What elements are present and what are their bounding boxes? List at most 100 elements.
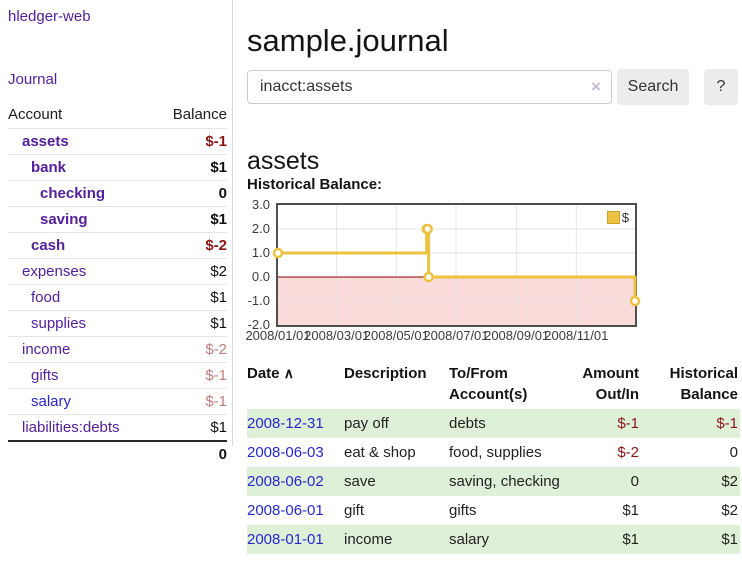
x-tick-label: 2008/07/01 [423, 328, 489, 343]
accounts-total-balance: 0 [218, 446, 227, 463]
account-balance: $-2 [205, 341, 227, 358]
register-header-date[interactable]: Date ∧ [247, 365, 294, 382]
account-balance: $1 [210, 289, 227, 306]
x-tick-label: 2008/03/01 [304, 328, 370, 343]
x-tick-label: 2008/09/01 [484, 328, 550, 343]
historical-balance-chart: $ [272, 203, 641, 327]
account-balance: $-1 [205, 367, 227, 384]
account-link[interactable]: checking [40, 185, 106, 202]
account-row: expenses $2 [8, 258, 227, 285]
transaction-date-link[interactable]: 2008-12-31 [247, 415, 324, 432]
account-row: bank $1 [8, 154, 227, 181]
account-link[interactable]: saving [40, 211, 88, 228]
chart-y-axis: 3.0 2.0 1.0 0.0 -1.0 -2.0 [234, 197, 272, 332]
account-balance: $1 [210, 315, 227, 332]
account-row: assets $-1 [8, 128, 227, 155]
y-tick-label: -1.0 [247, 293, 270, 308]
chart-title: Historical Balance: [247, 176, 383, 193]
y-tick-label: 2.0 [251, 221, 270, 236]
register-header-description: Description [344, 365, 427, 382]
account-row: cash $-2 [8, 232, 227, 259]
accounts-total-row: 0 [8, 441, 227, 467]
chart-svg [272, 205, 641, 325]
transaction-balance: 0 [729, 444, 738, 461]
account-row: supplies $1 [8, 310, 227, 337]
transaction-description: gift [344, 502, 365, 519]
account-balance: $1 [210, 419, 227, 436]
transaction-balance: $2 [721, 502, 738, 519]
account-link[interactable]: salary [31, 393, 72, 410]
transaction-amount: $-1 [617, 415, 639, 432]
sidebar-item-journal[interactable]: Journal [8, 71, 58, 88]
transaction-date-cell: 2008-01-01 [247, 525, 344, 554]
account-link[interactable]: liabilities:debts [22, 419, 120, 436]
sort-ascending-icon: ∧ [283, 365, 294, 381]
transaction-amount: 0 [630, 473, 639, 490]
account-heading: assets [247, 146, 320, 175]
clear-search-icon[interactable]: × [591, 77, 601, 96]
account-balance: $-1 [205, 133, 227, 150]
transaction-balance: $-1 [716, 415, 738, 432]
account-balance: $1 [210, 159, 227, 176]
y-tick-label: -2.0 [247, 317, 270, 332]
help-button[interactable]: ? [704, 69, 738, 105]
app-brand-link[interactable]: hledger-web [8, 8, 91, 25]
transaction-balance: $2 [721, 473, 738, 490]
account-balance: $-2 [205, 237, 227, 254]
x-tick-label: 2008/01/01 [245, 328, 311, 343]
register-header-accounts: To/From Account(s) [449, 365, 528, 403]
y-tick-label: 3.0 [251, 197, 270, 212]
transaction-date-link[interactable]: 2008-06-02 [247, 473, 324, 490]
transaction-date-link[interactable]: 2008-01-01 [247, 531, 324, 548]
account-link[interactable]: supplies [31, 315, 87, 332]
y-tick-label: 0.0 [251, 269, 270, 284]
legend-label: $ [621, 210, 629, 225]
legend-swatch-icon [606, 211, 620, 224]
register-header-amount: Amount Out/In [582, 365, 639, 403]
search-input[interactable] [247, 70, 612, 104]
register-table-body: 2008-12-31 pay off debts $-1 $-1 2008-06-03 ea… [247, 409, 740, 554]
accounts-header-account: Account [8, 106, 63, 123]
chart-x-axis: 2008/01/01 2008/03/01 2008/05/01 2008/07/01… [245, 328, 635, 344]
search-button[interactable]: Search [617, 69, 689, 105]
transaction-accounts: salary [449, 531, 490, 548]
transaction-amount: $-2 [617, 444, 639, 461]
account-link[interactable]: food [31, 289, 61, 306]
account-link[interactable]: bank [31, 159, 67, 176]
account-link[interactable]: income [22, 341, 71, 358]
transaction-date-cell: 2008-06-02 [247, 467, 344, 496]
transaction-amount: $1 [622, 531, 639, 548]
transaction-accounts: food, supplies [449, 444, 542, 461]
accounts-header-balance: Balance [172, 106, 227, 123]
register-header-balance: Historical Balance [669, 365, 738, 403]
account-row: salary $-1 [8, 388, 227, 415]
register-table: Date ∧ Description To/From Account(s) Am… [247, 361, 740, 554]
account-link[interactable]: assets [22, 133, 69, 150]
account-row: checking 0 [8, 180, 227, 207]
transaction-accounts: saving, checking [449, 473, 560, 490]
transaction-date-link[interactable]: 2008-06-03 [247, 444, 324, 461]
accounts-header-row: Account Balance [8, 102, 227, 129]
transaction-date-link[interactable]: 2008-06-01 [247, 502, 324, 519]
account-balance: $-1 [205, 393, 227, 410]
account-link[interactable]: gifts [31, 367, 59, 384]
account-link[interactable]: cash [31, 237, 66, 254]
register-header-row: Date ∧ Description To/From Account(s) Am… [247, 361, 740, 409]
transaction-description: pay off [344, 415, 389, 432]
chart-legend: $ [605, 210, 630, 225]
transaction-amount: $1 [622, 502, 639, 519]
page-title: sample.journal [247, 22, 449, 58]
account-row: saving $1 [8, 206, 227, 233]
transaction-date-cell: 2008-06-03 [247, 438, 344, 467]
x-tick-label: 2008/11/01 [544, 328, 609, 343]
register-row: 2008-06-03 eat & shop food, supplies $-2 0 [247, 438, 740, 467]
accounts-table-body: assets $-1 bank $1 checking 0 saving $1 cash $-2 e… [8, 128, 227, 442]
y-tick-label: 1.0 [251, 245, 270, 260]
transaction-description: save [344, 473, 376, 490]
transaction-description: eat & shop [344, 444, 416, 461]
account-link[interactable]: expenses [22, 263, 87, 280]
register-row: 2008-12-31 pay off debts $-1 $-1 [247, 409, 740, 438]
account-row: gifts $-1 [8, 362, 227, 389]
account-balance: $2 [210, 263, 227, 280]
sidebar-divider [232, 0, 233, 446]
